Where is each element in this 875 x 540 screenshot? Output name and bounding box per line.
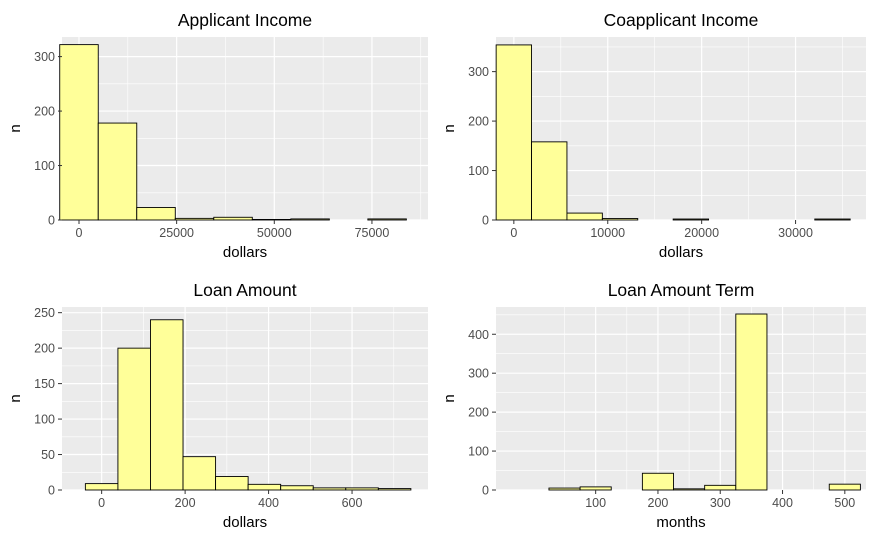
- x-tick-label: 30000: [778, 226, 813, 240]
- histogram-bar: [215, 476, 249, 491]
- histogram-bar: [117, 347, 151, 491]
- histogram-bar: [704, 484, 737, 491]
- x-tick-label: 20000: [684, 226, 719, 240]
- histogram-bar: [814, 218, 851, 221]
- panel-background: [62, 307, 428, 490]
- histogram-bar: [280, 485, 314, 491]
- y-tick-label: 200: [468, 406, 489, 420]
- histogram-bar: [367, 218, 407, 221]
- x-tick-label: 75000: [355, 226, 390, 240]
- y-tick-label: 300: [468, 65, 489, 79]
- y-tick-label: 200: [34, 342, 55, 356]
- histogram-bar: [601, 218, 639, 221]
- histogram-bar: [251, 219, 292, 221]
- histogram-bar: [548, 487, 581, 491]
- x-tick-label: 600: [342, 496, 363, 510]
- y-tick-label: 50: [41, 448, 55, 462]
- y-tick-label: 0: [482, 214, 489, 228]
- histogram-bar: [84, 483, 119, 491]
- histogram-bar: [182, 456, 217, 491]
- histogram-bar: [531, 141, 568, 221]
- x-tick-label: 200: [175, 496, 196, 510]
- x-tick-label: 400: [258, 496, 279, 510]
- y-tick-label: 200: [34, 105, 55, 119]
- histogram-bar: [641, 472, 674, 491]
- y-tick-label: 0: [48, 214, 55, 228]
- y-tick-label: 100: [468, 445, 489, 459]
- panel-background: [496, 307, 866, 490]
- histogram-bar: [247, 483, 282, 491]
- y-tick-label: 100: [468, 164, 489, 178]
- histogram-bar: [673, 488, 706, 491]
- chart-title: Coapplicant Income: [604, 10, 759, 30]
- histogram-bar: [495, 44, 532, 221]
- histogram-bar: [213, 216, 253, 221]
- y-axis-label: n: [7, 124, 24, 132]
- y-axis-label: n: [7, 394, 24, 402]
- x-tick-label: 10000: [590, 226, 625, 240]
- x-tick-label: 50000: [257, 226, 292, 240]
- x-tick-label: 0: [510, 226, 517, 240]
- y-tick-label: 300: [34, 50, 55, 64]
- x-tick-label: 0: [76, 226, 83, 240]
- histogram-bar: [136, 207, 176, 221]
- histogram-bar: [828, 483, 861, 491]
- x-tick-label: 100: [585, 496, 606, 510]
- y-tick-label: 0: [48, 484, 55, 498]
- x-tick-label: 200: [648, 496, 669, 510]
- x-axis-label: months: [656, 514, 705, 531]
- y-tick-label: 150: [34, 377, 55, 391]
- y-tick-label: 300: [468, 367, 489, 381]
- x-tick-label: 400: [772, 496, 793, 510]
- x-axis-label: dollars: [659, 244, 703, 261]
- y-tick-label: 200: [468, 115, 489, 129]
- x-tick-label: 300: [710, 496, 731, 510]
- x-tick-label: 500: [834, 496, 855, 510]
- histogram-bar: [97, 122, 138, 221]
- histogram-bar: [59, 44, 99, 221]
- histogram-bar: [672, 218, 710, 221]
- x-axis-label: dollars: [223, 244, 267, 261]
- y-tick-label: 100: [34, 413, 55, 427]
- x-tick-label: 0: [98, 496, 105, 510]
- chart-title: Loan Amount Term: [608, 280, 755, 300]
- y-tick-label: 0: [482, 484, 489, 498]
- histogram-bar: [735, 313, 768, 491]
- histogram-bar: [150, 319, 184, 491]
- histogram-bar: [174, 217, 215, 221]
- histogram-bar: [377, 488, 412, 491]
- x-axis-label: dollars: [223, 514, 267, 531]
- y-tick-label: 400: [468, 328, 489, 342]
- y-tick-label: 250: [34, 306, 55, 320]
- histogram-bar: [290, 218, 330, 221]
- y-axis-label: n: [441, 124, 458, 132]
- chart-title: Applicant Income: [178, 10, 312, 30]
- y-tick-label: 100: [34, 159, 55, 173]
- x-tick-label: 25000: [159, 226, 194, 240]
- histogram-bar: [566, 212, 603, 221]
- histogram-bar: [312, 487, 347, 491]
- y-axis-label: n: [441, 394, 458, 402]
- histogram-bar: [345, 487, 379, 491]
- chart-title: Loan Amount: [193, 280, 296, 300]
- histogram-bar: [579, 486, 612, 491]
